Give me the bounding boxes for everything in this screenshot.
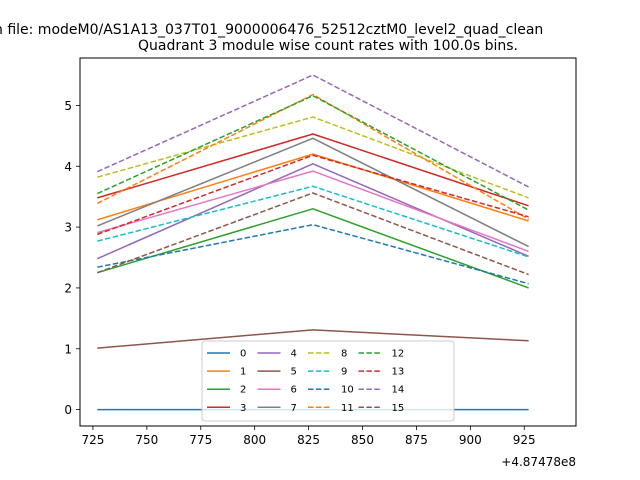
legend-label-4: 4 — [291, 349, 297, 360]
x-tick-label: 725 — [81, 433, 104, 447]
axes-frame — [79, 57, 577, 427]
legend-label-7: 7 — [291, 403, 297, 414]
series-line-12 — [96, 94, 529, 211]
legend-label-9: 9 — [341, 367, 347, 378]
x-tick-label: 875 — [405, 433, 428, 447]
legend-label-10: 10 — [341, 385, 354, 396]
series-line-13 — [97, 154, 529, 236]
series-line-3 — [97, 133, 529, 207]
series-line-6 — [97, 170, 529, 253]
legend-box — [201, 340, 455, 422]
series-line-14 — [96, 74, 529, 188]
x-tick-label: 825 — [297, 433, 320, 447]
legend-label-6: 6 — [291, 385, 297, 396]
y-tick-label: 4 — [64, 160, 72, 174]
series-line-4 — [96, 163, 529, 260]
series-line-9 — [97, 185, 529, 258]
series-line-8 — [97, 116, 529, 199]
legend-label-5: 5 — [291, 367, 297, 378]
x-offset-label: +4.87478e8 — [501, 455, 576, 469]
series-line-1 — [97, 153, 529, 222]
legend-label-11: 11 — [341, 403, 354, 414]
plot-area — [96, 74, 529, 411]
series-line-2 — [97, 208, 529, 289]
legend-label-1: 1 — [240, 367, 246, 378]
legend-label-3: 3 — [240, 403, 246, 414]
chart-title: Quadrant 3 module wise count rates with … — [138, 38, 518, 54]
y-tick-label: 5 — [64, 99, 72, 113]
series-line-7 — [97, 137, 529, 248]
x-tick-label: 900 — [459, 433, 482, 447]
x-tick-label: 800 — [243, 433, 266, 447]
y-tick-label: 2 — [64, 281, 72, 295]
legend-label-13: 13 — [392, 367, 405, 378]
x-tick-label: 750 — [135, 433, 158, 447]
legend-label-12: 12 — [392, 349, 405, 360]
series-line-10 — [97, 223, 529, 285]
x-tick-label: 925 — [513, 433, 536, 447]
y-tick-label: 3 — [64, 221, 72, 235]
x-tick-label: 850 — [351, 433, 374, 447]
y-tick-label: 1 — [64, 342, 72, 356]
chart-suptitle: n file: modeM0/AS1A13_037T01_9000006476_… — [0, 22, 543, 38]
legend-label-14: 14 — [392, 385, 405, 396]
series-line-11 — [96, 93, 529, 220]
legend-label-0: 0 — [240, 349, 246, 360]
series-line-5 — [97, 329, 529, 349]
legend-label-15: 15 — [392, 403, 405, 414]
legend-label-2: 2 — [240, 385, 246, 396]
y-tick-label: 0 — [64, 403, 72, 417]
legend-label-8: 8 — [341, 349, 347, 360]
x-tick-label: 775 — [189, 433, 212, 447]
series-line-15 — [97, 192, 529, 276]
